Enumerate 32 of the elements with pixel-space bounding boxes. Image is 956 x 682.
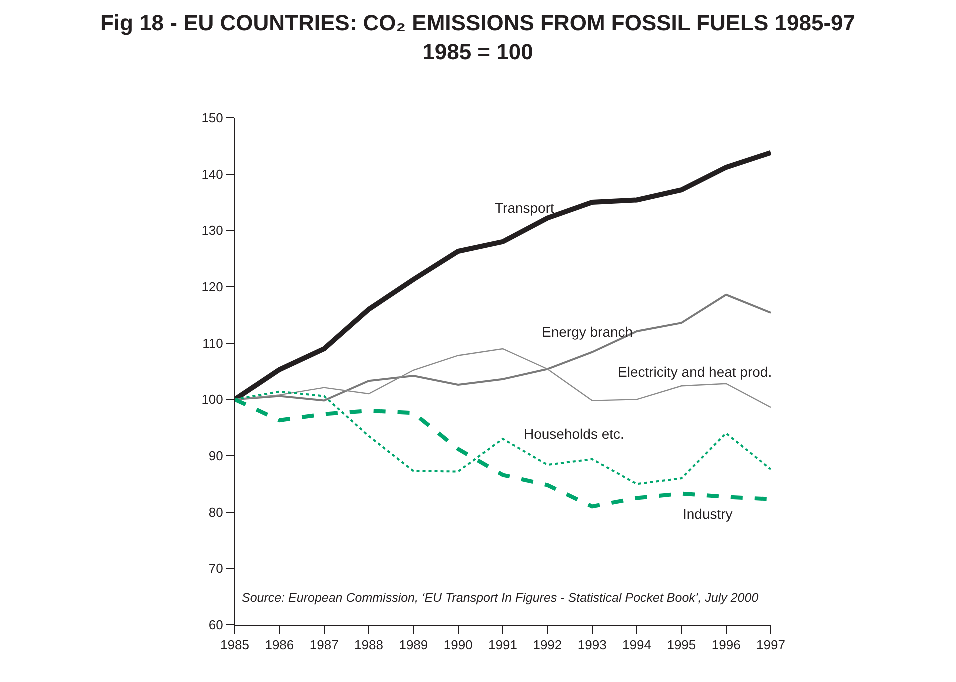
y-tick-label: 120 [202, 280, 224, 295]
x-tick-label: 1995 [667, 638, 696, 653]
x-tick-label: 1991 [488, 638, 518, 653]
line-series [235, 348, 771, 408]
y-tick-label: 60 [208, 618, 224, 633]
x-tick-label: 1993 [578, 638, 607, 653]
x-tick-label: 1988 [354, 638, 384, 653]
series-label: Energy branch [542, 324, 634, 340]
chart-title: Fig 18 - EU COUNTRIES: CO₂ EMISSIONS FROM FOSSIL FUELS 1985-97 [100, 10, 856, 36]
x-tick-label: 1990 [444, 638, 473, 653]
y-tick-label: 90 [208, 448, 224, 464]
annotation: Source: European Commission, ‘EU Transport In Figures - Statistical Pocket Book’, July 2000 [242, 591, 759, 605]
y-tick-label: 70 [208, 561, 224, 576]
series-label: Electricity and heat prod. [618, 364, 772, 380]
y-tick-label: 80 [208, 504, 224, 520]
series-label: Transport [495, 200, 554, 216]
x-tick-label: 1992 [533, 638, 562, 653]
y-tick-label: 150 [202, 110, 224, 126]
chart-subtitle: 1985 = 100 [422, 39, 534, 64]
x-tick-label: 1985 [220, 638, 250, 653]
x-tick-label: 1994 [622, 638, 652, 653]
y-tick-label: 110 [202, 336, 224, 351]
x-tick-label: 1986 [265, 638, 294, 653]
y-tick-label: 130 [202, 223, 224, 238]
y-tick-label: 100 [202, 392, 224, 408]
x-tick-label: 1987 [310, 638, 339, 653]
series-label: Households etc. [524, 426, 624, 442]
y-tick-label: 140 [202, 166, 224, 182]
x-tick-label: 1996 [712, 638, 741, 653]
series-label: Industry [683, 506, 733, 522]
x-tick-label: 1989 [399, 638, 428, 653]
x-tick-label: 1997 [756, 638, 786, 653]
